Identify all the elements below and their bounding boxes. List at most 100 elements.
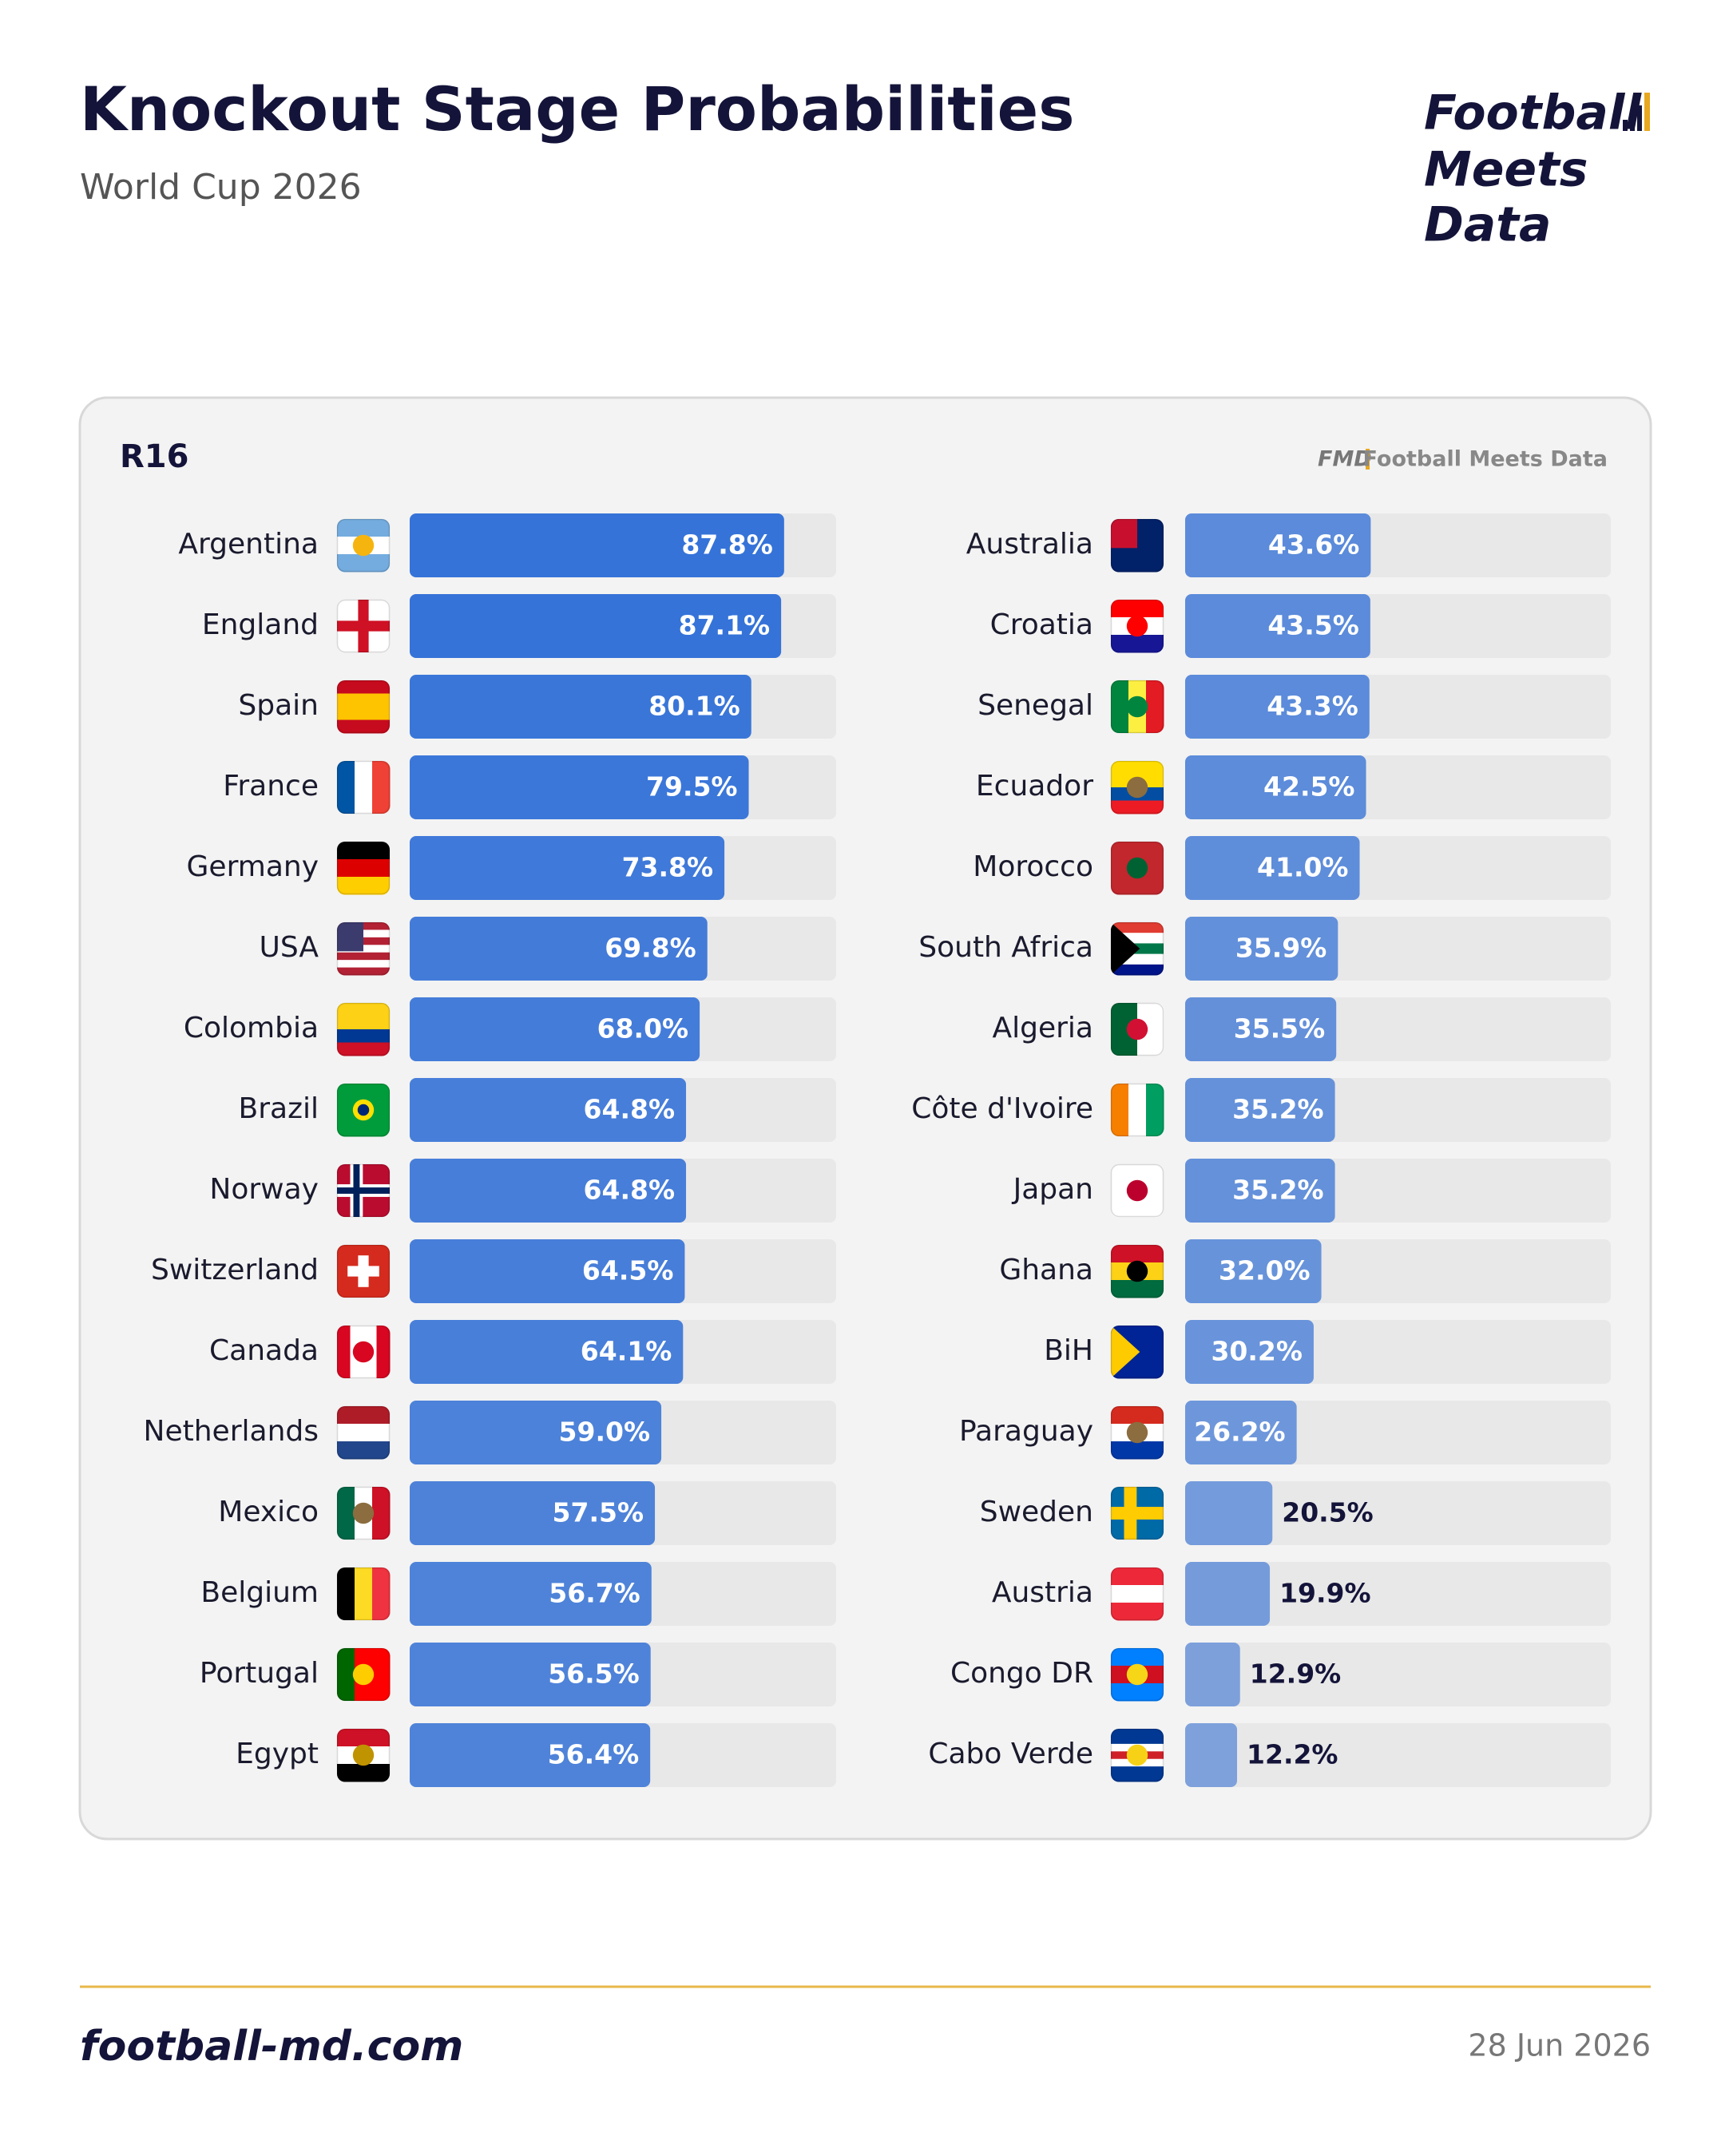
value-label: 30.2% xyxy=(1211,1336,1303,1367)
value-label: 80.1% xyxy=(648,691,740,722)
flag-stripe xyxy=(1111,964,1164,976)
flag-stripe xyxy=(337,1441,390,1460)
flag-border xyxy=(1110,1405,1164,1460)
flag xyxy=(337,600,390,652)
value-label: 41.0% xyxy=(1257,852,1349,883)
flag-cross xyxy=(347,1266,379,1277)
flag-stripe xyxy=(337,707,390,720)
category-label: Ecuador xyxy=(976,770,1093,803)
category-label: England xyxy=(202,608,319,641)
flag-emblem xyxy=(1126,1663,1148,1686)
flag-stripe xyxy=(337,967,390,976)
bar xyxy=(410,1078,687,1142)
value-label: 43.6% xyxy=(1268,529,1360,561)
flag-border xyxy=(336,599,391,653)
category-label: Germany xyxy=(187,850,319,883)
value-label: 26.2% xyxy=(1194,1417,1286,1448)
bar xyxy=(1185,836,1360,900)
category-label: Congo DR xyxy=(950,1657,1093,1690)
flag-stripe xyxy=(1111,1736,1164,1745)
value-label: 87.8% xyxy=(681,529,773,561)
flag xyxy=(337,519,390,573)
flag-stripe xyxy=(355,761,373,814)
value-label: 73.8% xyxy=(622,852,714,883)
bar xyxy=(1185,1401,1297,1464)
bar xyxy=(410,997,700,1061)
bar xyxy=(410,1481,656,1545)
value-label: 64.8% xyxy=(584,1094,676,1125)
flag-stripe xyxy=(372,1567,391,1620)
flag-border xyxy=(336,1002,391,1056)
bar xyxy=(410,1320,684,1384)
category-label: Paraguay xyxy=(959,1415,1093,1448)
flag-stripe xyxy=(337,1567,355,1620)
flag-border xyxy=(1110,760,1164,814)
bar xyxy=(1185,1481,1273,1545)
value-label: 56.5% xyxy=(548,1659,640,1690)
category-label: Algeria xyxy=(993,1012,1094,1044)
flag-stripe xyxy=(1128,1084,1147,1136)
flag-stripe xyxy=(337,859,390,878)
title: Knockout Stage Probabilities xyxy=(80,73,1074,145)
flag-stripe xyxy=(337,1424,390,1442)
flag-triangle xyxy=(1111,1326,1140,1378)
flag xyxy=(337,680,390,734)
flag-emblem xyxy=(1126,615,1148,637)
flag-border xyxy=(1110,1163,1164,1218)
flag xyxy=(1111,519,1164,573)
flag xyxy=(1111,1003,1164,1056)
category-label: Côte d'Ivoire xyxy=(911,1092,1093,1125)
bar xyxy=(410,1159,687,1223)
flag xyxy=(337,1648,391,1701)
flag xyxy=(337,761,391,814)
bar-track xyxy=(1185,1562,1611,1626)
flag-stripe xyxy=(337,1406,390,1425)
flag-border xyxy=(1110,1567,1164,1621)
category-label: Croatia xyxy=(990,608,1093,641)
category-label: Sweden xyxy=(980,1496,1093,1528)
flag-stripe xyxy=(1146,1084,1164,1136)
value-label: 35.5% xyxy=(1234,1013,1326,1044)
category-label: Belgium xyxy=(200,1576,319,1609)
flag-emblem xyxy=(1126,696,1148,718)
flag xyxy=(337,1406,390,1460)
bar xyxy=(410,1562,652,1626)
bar xyxy=(1185,1078,1335,1142)
bar xyxy=(1185,1643,1240,1706)
flag-border xyxy=(1110,1486,1164,1540)
flag-stripe xyxy=(337,1016,390,1030)
flag-stripe xyxy=(337,1729,390,1747)
flag-border xyxy=(336,760,391,814)
value-label: 64.8% xyxy=(584,1175,676,1206)
flag xyxy=(1111,842,1164,895)
flag-emblem xyxy=(352,534,375,557)
flag-stripe xyxy=(337,1042,390,1056)
flag-stripe xyxy=(337,960,390,969)
flag-stripe xyxy=(1111,1766,1164,1775)
flag-emblem xyxy=(352,1502,375,1524)
category-label: Argentina xyxy=(178,528,319,561)
flag-border xyxy=(336,1728,391,1782)
bar xyxy=(410,1723,651,1787)
flag xyxy=(337,1567,391,1620)
category-label: Senegal xyxy=(978,689,1093,722)
flag-emblem xyxy=(352,1663,375,1686)
value-label: 19.9% xyxy=(1279,1578,1371,1609)
flag-border xyxy=(1110,599,1164,653)
flag-stripe xyxy=(1111,680,1129,733)
category-label: USA xyxy=(260,931,319,964)
flag-stripe xyxy=(1111,1729,1164,1737)
flag xyxy=(1111,680,1164,733)
flag-stripe xyxy=(337,554,390,573)
flag xyxy=(1111,1729,1164,1782)
flag-border xyxy=(1110,680,1164,734)
flag-border xyxy=(336,1405,391,1460)
flag-border xyxy=(336,841,391,895)
bar xyxy=(410,1401,662,1464)
flag xyxy=(1111,600,1164,653)
bar xyxy=(410,675,751,739)
flag-border xyxy=(336,1083,391,1137)
flag-emblem xyxy=(352,1341,375,1363)
flag-border xyxy=(336,1486,391,1540)
category-label: Austria xyxy=(992,1576,1093,1609)
